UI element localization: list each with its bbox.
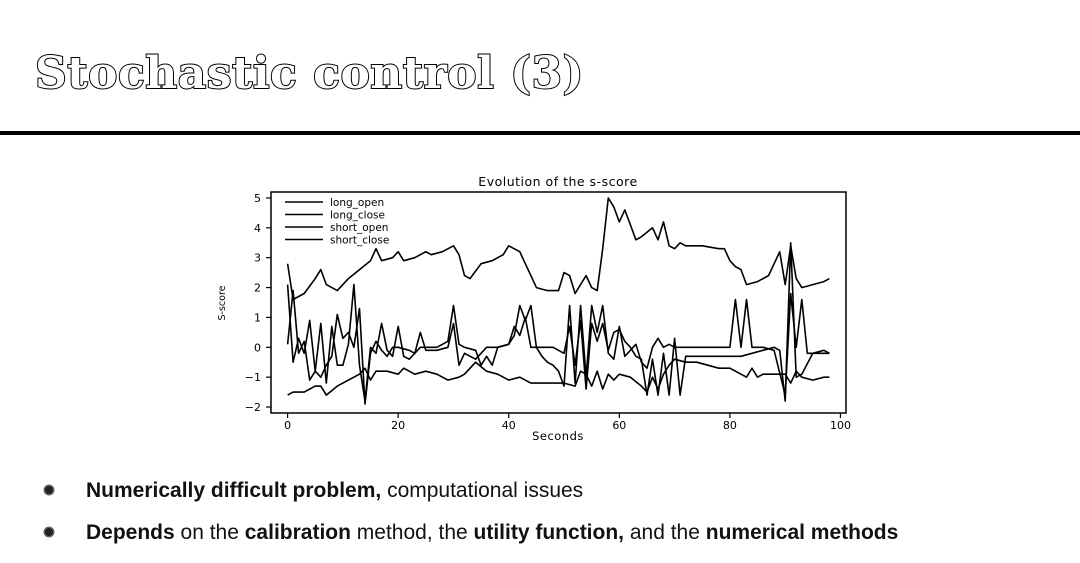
y-tick-label: 0 <box>254 341 261 354</box>
x-tick-label: 40 <box>502 419 516 432</box>
bullet-dot-icon <box>45 528 53 536</box>
x-tick-label: 60 <box>612 419 626 432</box>
y-tick-label: 1 <box>254 311 261 324</box>
legend-label: short_close <box>330 235 389 247</box>
series-lines <box>286 197 830 405</box>
bullet-dot-icon <box>45 486 53 494</box>
y-tick-label: −1 <box>245 371 261 384</box>
bullet-text: calibration <box>244 521 351 544</box>
legend-label: short_open <box>330 222 388 234</box>
chart-title: Evolution of the s-score <box>478 174 637 189</box>
bullet-text: method, the <box>350 521 474 544</box>
bullet-text: numerical methods <box>705 521 899 544</box>
y-tick-label: 2 <box>254 282 261 295</box>
bullet-text: Depends <box>86 521 175 544</box>
y-tick-label: 3 <box>254 252 261 265</box>
title-divider <box>0 131 1080 135</box>
y-tick-label: −2 <box>245 401 261 414</box>
s-score-chart: Evolution of the s-score Seconds S-score… <box>205 168 855 448</box>
series-line-short-close <box>286 242 830 405</box>
x-tick-label: 20 <box>391 419 405 432</box>
slide-title: Stochastic control (3) <box>34 48 584 99</box>
y-tick-label: 4 <box>254 222 261 235</box>
y-axis-label: S-score <box>217 285 228 320</box>
bullet-text: Numerically difficult problem, <box>86 479 382 502</box>
chart-svg: Evolution of the s-score Seconds S-score… <box>217 174 851 443</box>
plot-area-frame <box>270 191 847 414</box>
legend-label: long_open <box>330 197 384 209</box>
x-tick-label: 100 <box>830 419 851 432</box>
bullet-text: on the <box>174 521 245 544</box>
bullet-text: and the <box>624 521 706 544</box>
y-tick-label: 5 <box>254 192 261 205</box>
x-tick-label: 0 <box>284 419 291 432</box>
bullet-text: computational issues <box>381 479 584 502</box>
bullet-item: Numerically difficult problem, computati… <box>44 470 898 512</box>
bullet-list: Numerically difficult problem, computati… <box>44 470 898 554</box>
x-tick-label: 80 <box>723 419 737 432</box>
bullet-item: Depends on the calibration method, the u… <box>44 512 898 554</box>
x-axis-ticks: 0 20 40 60 80 100 <box>284 413 851 432</box>
bullet-text: utility function, <box>473 521 625 544</box>
x-axis-label: Seconds <box>532 429 584 443</box>
y-axis-ticks: −2 −1 0 1 2 3 4 5 <box>245 192 271 414</box>
series-line-long-open <box>286 197 830 301</box>
legend-label: long_close <box>330 210 385 222</box>
series-line-short-open <box>287 358 830 396</box>
